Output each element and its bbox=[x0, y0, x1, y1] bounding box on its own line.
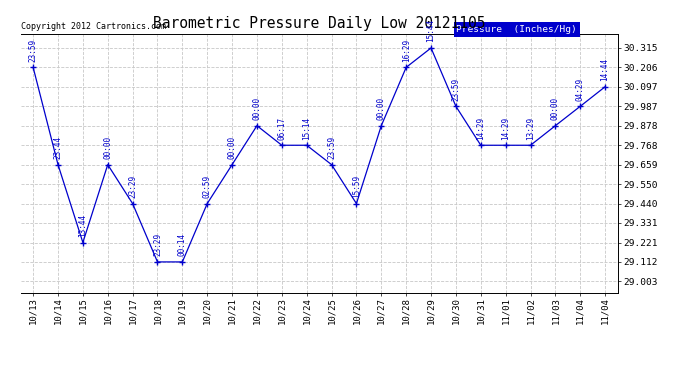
Text: 00:00: 00:00 bbox=[377, 97, 386, 120]
Text: 23:44: 23:44 bbox=[54, 136, 63, 159]
Text: 00:00: 00:00 bbox=[551, 97, 560, 120]
Text: 00:00: 00:00 bbox=[228, 136, 237, 159]
Text: 14:29: 14:29 bbox=[501, 117, 510, 140]
Text: 13:44: 13:44 bbox=[79, 214, 88, 237]
Text: 06:17: 06:17 bbox=[277, 117, 286, 140]
Text: 15:44: 15:44 bbox=[426, 19, 435, 42]
Text: 04:29: 04:29 bbox=[575, 78, 584, 101]
Text: 00:00: 00:00 bbox=[104, 136, 112, 159]
Text: 23:29: 23:29 bbox=[153, 233, 162, 256]
Text: 16:29: 16:29 bbox=[402, 39, 411, 62]
Text: 23:59: 23:59 bbox=[327, 136, 336, 159]
Text: 15:59: 15:59 bbox=[352, 175, 361, 198]
Text: 02:59: 02:59 bbox=[203, 175, 212, 198]
Text: 14:29: 14:29 bbox=[476, 117, 485, 140]
Text: 23:29: 23:29 bbox=[128, 175, 137, 198]
Text: Pressure  (Inches/Hg): Pressure (Inches/Hg) bbox=[456, 25, 577, 34]
Text: 23:59: 23:59 bbox=[28, 39, 38, 62]
Title: Barometric Pressure Daily Low 20121105: Barometric Pressure Daily Low 20121105 bbox=[153, 16, 485, 31]
Text: 15:14: 15:14 bbox=[302, 117, 311, 140]
Text: 00:14: 00:14 bbox=[178, 233, 187, 256]
Text: 00:00: 00:00 bbox=[253, 97, 262, 120]
Text: 13:29: 13:29 bbox=[526, 117, 535, 140]
Text: 14:44: 14:44 bbox=[600, 58, 610, 81]
Text: 23:59: 23:59 bbox=[451, 78, 460, 101]
Text: Copyright 2012 Cartronics.com: Copyright 2012 Cartronics.com bbox=[21, 22, 166, 31]
